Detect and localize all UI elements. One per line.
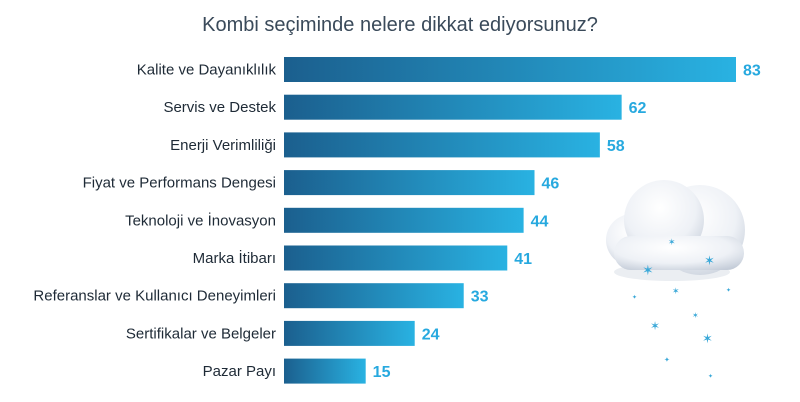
cloud-icon (606, 180, 745, 281)
svg-text:✶: ✶ (672, 287, 680, 297)
value-label: 33 (471, 289, 489, 306)
value-label: 83 (743, 63, 761, 80)
value-label: 58 (607, 138, 625, 155)
bar (284, 207, 524, 233)
bar (284, 57, 736, 82)
svg-text:✶: ✶ (642, 263, 654, 279)
svg-text:✦: ✦ (708, 373, 713, 380)
category-label: Pazar Payı (203, 363, 276, 380)
category-label: Servis ve Destek (163, 99, 276, 116)
bar (284, 94, 622, 120)
category-label: Enerji Verimliliği (170, 137, 276, 154)
bar (284, 283, 464, 309)
svg-text:✶: ✶ (668, 238, 676, 248)
category-label: Fiyat ve Performans Dengesi (83, 175, 276, 192)
snowflake-icons: ✶ ✶ ✶ ✶ ✶ ✶ ✶ ✦ ✦ ✦ ✦ (632, 238, 731, 380)
category-label: Teknoloji ve İnovasyon (125, 211, 276, 229)
svg-text:✦: ✦ (664, 356, 670, 364)
cloud-with-snowflakes-icon: ✶ ✶ ✶ ✶ ✶ ✶ ✶ ✦ ✦ ✦ ✦ (606, 180, 745, 380)
value-label: 46 (542, 176, 560, 193)
svg-text:✶: ✶ (702, 332, 713, 347)
value-label: 44 (531, 213, 549, 230)
svg-text:✶: ✶ (692, 311, 699, 320)
svg-text:✦: ✦ (726, 287, 731, 294)
svg-text:✦: ✦ (632, 294, 637, 301)
category-label: Marka İtibarı (193, 249, 276, 267)
svg-text:✶: ✶ (704, 254, 715, 269)
bar (284, 245, 508, 271)
category-label: Referanslar ve Kullanıcı Deneyimleri (33, 288, 276, 305)
svg-text:✶: ✶ (650, 319, 660, 333)
bar (284, 358, 366, 384)
bar (284, 170, 535, 196)
value-label: 24 (422, 326, 440, 343)
chart-title: Kombi seçiminde nelere dikkat ediyorsunu… (202, 14, 598, 36)
value-label: 15 (373, 364, 391, 381)
category-label: Sertifikalar ve Belgeler (126, 325, 276, 342)
bar (284, 132, 600, 158)
bar (284, 320, 415, 346)
value-label: 41 (514, 251, 532, 268)
value-label: 62 (629, 100, 647, 117)
category-label: Kalite ve Dayanıklılık (137, 62, 277, 79)
